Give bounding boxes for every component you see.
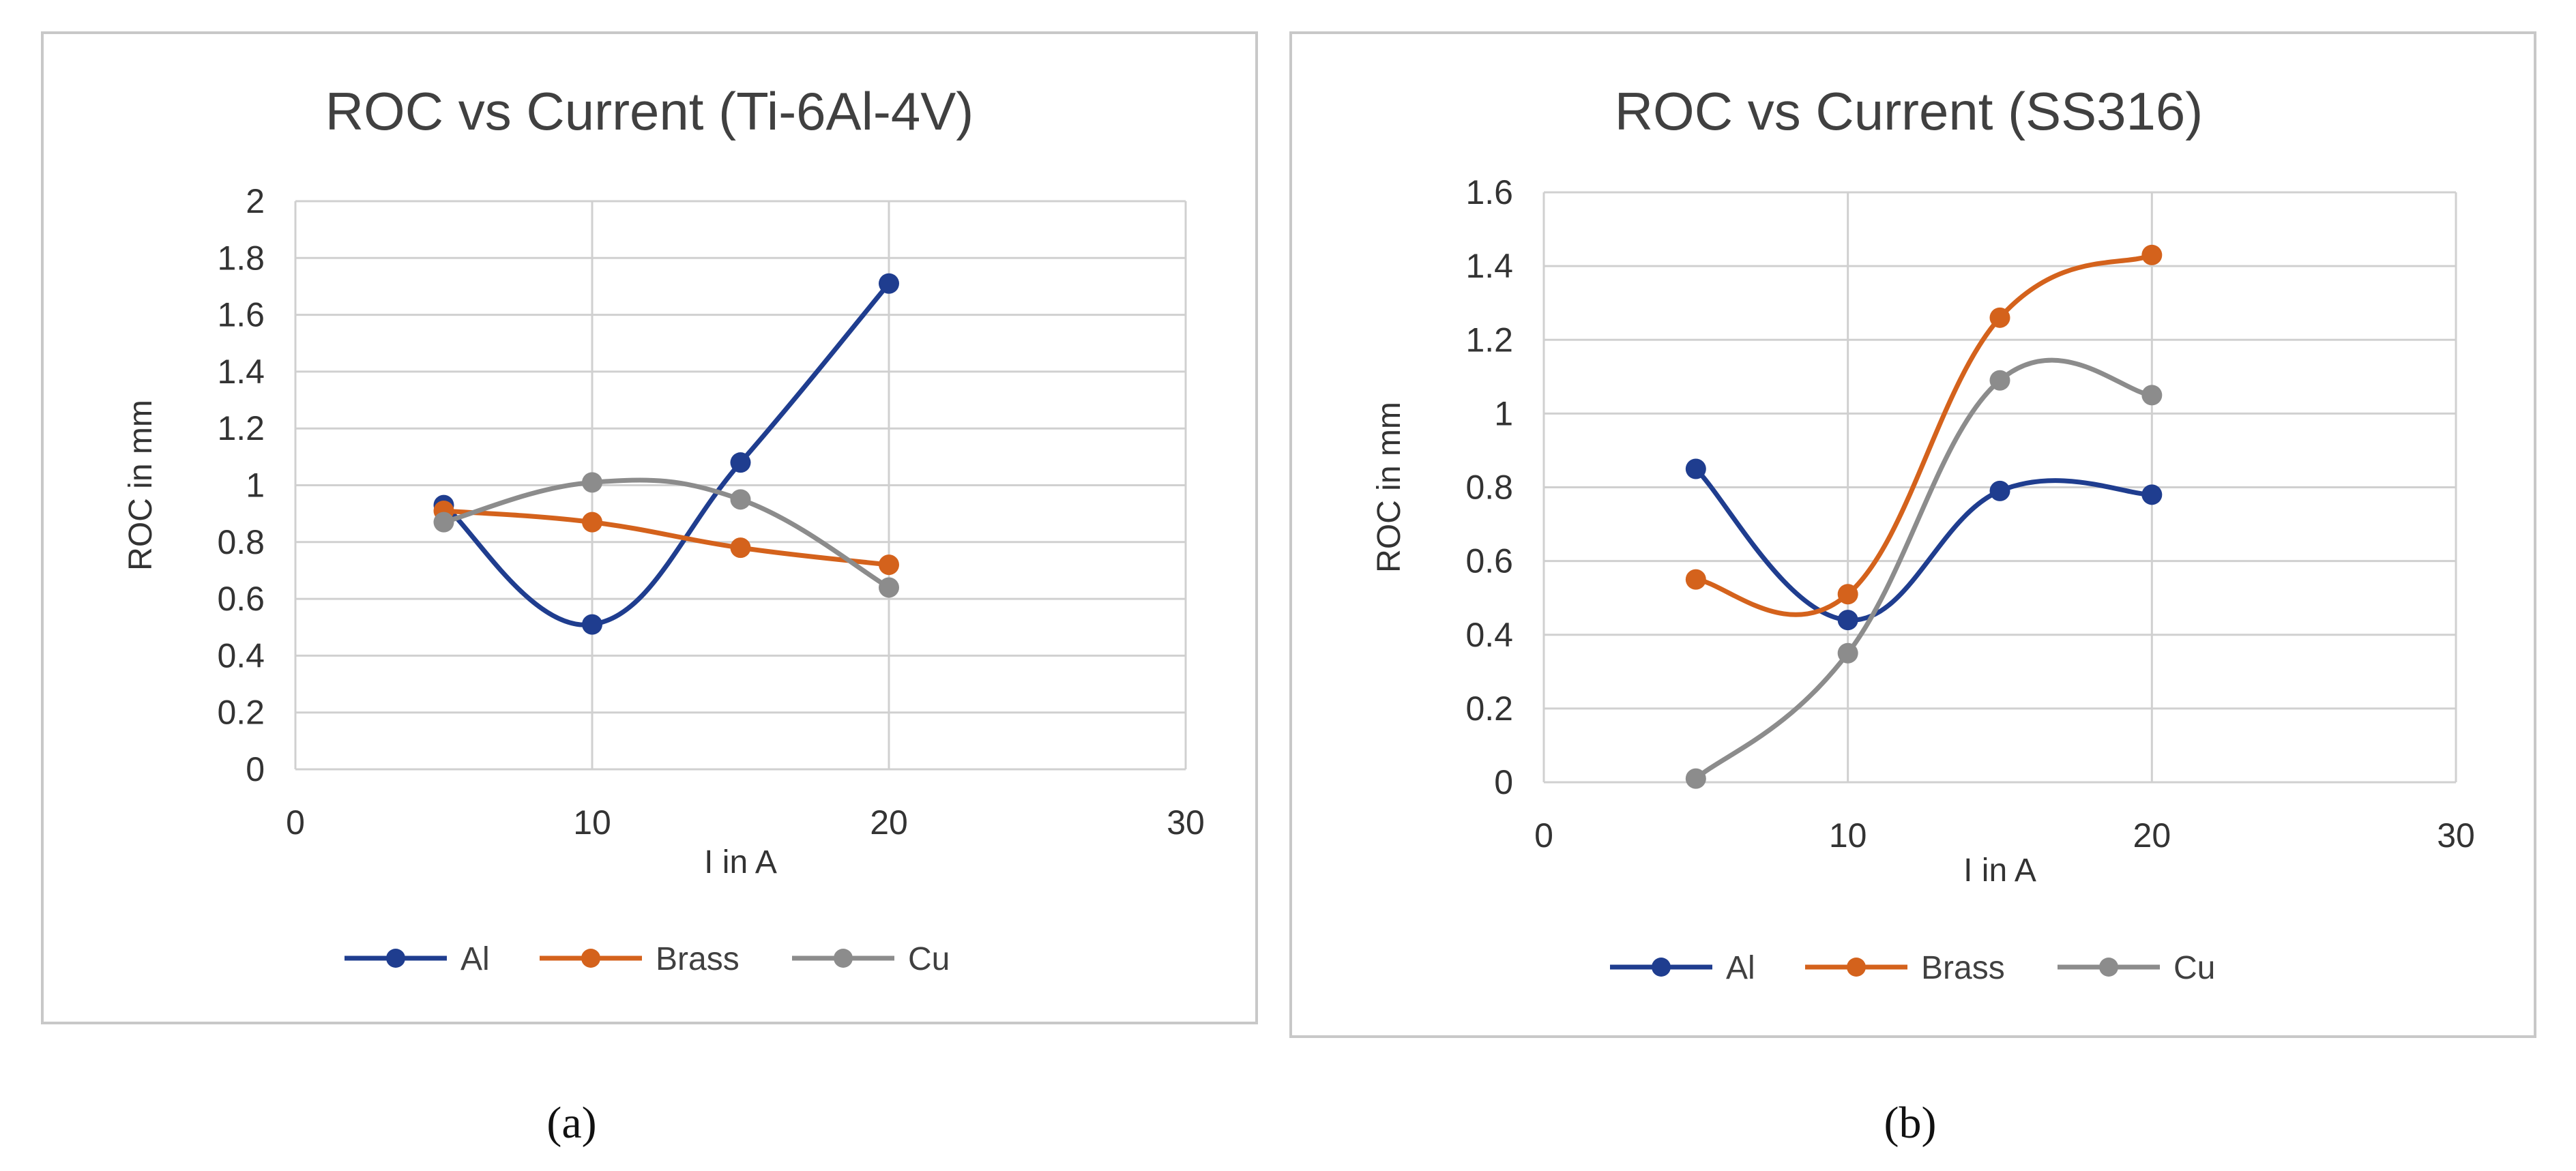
chart-b-legend-item-cu: Cu <box>2058 950 2215 986</box>
chart-a-x-ticks: 0 10 20 30 <box>286 803 1205 842</box>
chart-a-series-line-brass <box>441 508 892 567</box>
chart-b-point-brass <box>1989 307 2010 328</box>
chart-a-y-tick-label: 1.8 <box>217 239 265 277</box>
chart-a-y-tick-label: 1.4 <box>217 353 265 391</box>
chart-a-legend-label-cu: Cu <box>908 941 950 977</box>
chart-a-legend-label-brass: Brass <box>656 941 740 977</box>
chart-a-point-brass <box>730 537 751 559</box>
chart-b-y-tick-label: 0.8 <box>1465 469 1513 507</box>
chart-a-point-cu <box>582 472 602 493</box>
chart-a-legend-label-al: Al <box>460 941 490 977</box>
chart-b-y-tick-label: 1.6 <box>1465 173 1513 211</box>
chart-b-x-ticks: 0 10 20 30 <box>1534 816 2475 855</box>
chart-a-legend-marker-cu <box>834 949 853 968</box>
chart-b-x-tick-label: 20 <box>2133 816 2171 855</box>
chart-b-legend-label-al: Al <box>1726 950 1755 986</box>
chart-b-point-cu <box>1837 642 1858 664</box>
chart-b-legend: Al Brass Cu <box>1610 950 2215 986</box>
chart-b-point-al <box>1685 458 1706 479</box>
chart-a-series-line-al <box>441 281 892 627</box>
chart-b-y-tick-label: 1 <box>1494 394 1513 432</box>
chart-b-point-brass <box>1685 569 1706 590</box>
chart-a-point-al <box>582 614 602 635</box>
chart-a-y-tick-label: 1.2 <box>217 409 265 447</box>
chart-a-x-tick-label: 0 <box>286 803 305 842</box>
chart-b-point-cu <box>1685 768 1706 789</box>
chart-a-y-tick-label: 0.8 <box>217 523 265 561</box>
chart-b-point-brass <box>1837 584 1858 605</box>
chart-b-x-tick-label: 30 <box>2437 816 2475 855</box>
chart-a-y-tick-label: 1 <box>246 466 265 505</box>
chart-a: ROC vs Current (Ti-6Al-4V) 0 0.2 0.4 0.6 0.8… <box>41 31 1258 1024</box>
chart-a-y-tick-label: 0.6 <box>217 580 265 618</box>
chart-b-y-tick-label: 0.6 <box>1465 542 1513 580</box>
caption-a: (a) <box>546 1098 596 1148</box>
chart-a-point-brass <box>582 512 602 533</box>
chart-b-y-ticks: 0 0.2 0.4 0.6 0.8 1 1.2 1.4 1.6 <box>1465 173 1513 801</box>
chart-b: ROC vs Current (SS316) 0 0.2 0.4 0.6 0.8 1 1.2… <box>1289 31 2536 1038</box>
chart-b-series-line-al <box>1693 466 2154 623</box>
chart-a-y-ticks: 0 0.2 0.4 0.6 0.8 1 1.2 1.4 1.6 1.8 2 <box>217 182 265 788</box>
chart-b-point-cu <box>1989 370 2010 391</box>
chart-b-legend-label-cu: Cu <box>2174 950 2215 986</box>
chart-a-legend-item-brass: Brass <box>540 941 740 977</box>
chart-a-legend: Al Brass Cu <box>345 941 950 977</box>
chart-b-point-al <box>2141 484 2163 505</box>
chart-b-legend-item-al: Al <box>1610 950 1755 986</box>
chart-b-y-tick-label: 0.4 <box>1465 616 1513 654</box>
chart-b-legend-item-brass: Brass <box>1805 950 2005 986</box>
chart-b-series-line-cu <box>1693 357 2154 782</box>
chart-a-point-cu <box>433 512 454 533</box>
chart-b-point-cu <box>2141 385 2163 406</box>
chart-b-y-tick-label: 0.2 <box>1465 690 1513 728</box>
chart-b-legend-marker-brass <box>1847 958 1866 977</box>
chart-a-point-cu <box>730 489 751 510</box>
chart-a-x-tick-label: 30 <box>1167 803 1205 842</box>
chart-b-point-al <box>1989 480 2010 501</box>
caption-b: (b) <box>1884 1098 1937 1148</box>
chart-b-x-axis-label: I in A <box>1963 853 2036 889</box>
chart-a-legend-item-cu: Cu <box>792 941 950 977</box>
chart-a-grid <box>294 200 1187 771</box>
chart-a-y-axis-label: ROC in mm <box>123 400 159 571</box>
chart-b-series-line-brass <box>1693 252 2154 617</box>
chart-a-point-al <box>879 273 899 294</box>
chart-a-series <box>433 273 899 635</box>
chart-b-point-brass <box>2141 244 2163 265</box>
chart-b-title: ROC vs Current (SS316) <box>1615 81 2204 141</box>
chart-a-x-axis-label: I in A <box>704 844 777 880</box>
chart-a-x-tick-label: 10 <box>573 803 611 842</box>
chart-a-legend-item-al: Al <box>345 941 490 977</box>
chart-a-point-cu <box>879 577 899 598</box>
chart-b-point-al <box>1837 610 1858 631</box>
chart-a-frame <box>41 31 1258 1024</box>
chart-a-point-al <box>730 452 751 473</box>
chart-a-y-tick-label: 0.2 <box>217 694 265 732</box>
chart-b-legend-label-brass: Brass <box>1921 950 2005 986</box>
chart-a-title: ROC vs Current (Ti-6Al-4V) <box>325 81 974 141</box>
chart-a-point-brass <box>879 554 899 576</box>
chart-b-x-tick-label: 10 <box>1829 816 1867 855</box>
chart-a-y-tick-label: 2 <box>246 182 265 220</box>
chart-a-y-tick-label: 0.4 <box>217 636 265 675</box>
chart-a-y-tick-label: 0 <box>246 750 265 788</box>
chart-b-legend-marker-cu <box>2099 958 2118 977</box>
chart-a-x-tick-label: 20 <box>870 803 908 842</box>
chart-b-y-tick-label: 1.2 <box>1465 321 1513 359</box>
chart-a-legend-marker-al <box>386 949 405 968</box>
chart-b-y-tick-label: 0 <box>1494 763 1513 801</box>
chart-a-legend-marker-brass <box>581 949 600 968</box>
chart-b-y-axis-label: ROC in mm <box>1371 402 1407 573</box>
chart-b-series <box>1685 244 2163 789</box>
chart-a-y-tick-label: 1.6 <box>217 296 265 334</box>
chart-b-x-tick-label: 0 <box>1534 816 1553 855</box>
chart-a-series-line-cu <box>441 477 892 590</box>
chart-b-legend-marker-al <box>1652 958 1671 977</box>
chart-b-y-tick-label: 1.4 <box>1465 247 1513 285</box>
